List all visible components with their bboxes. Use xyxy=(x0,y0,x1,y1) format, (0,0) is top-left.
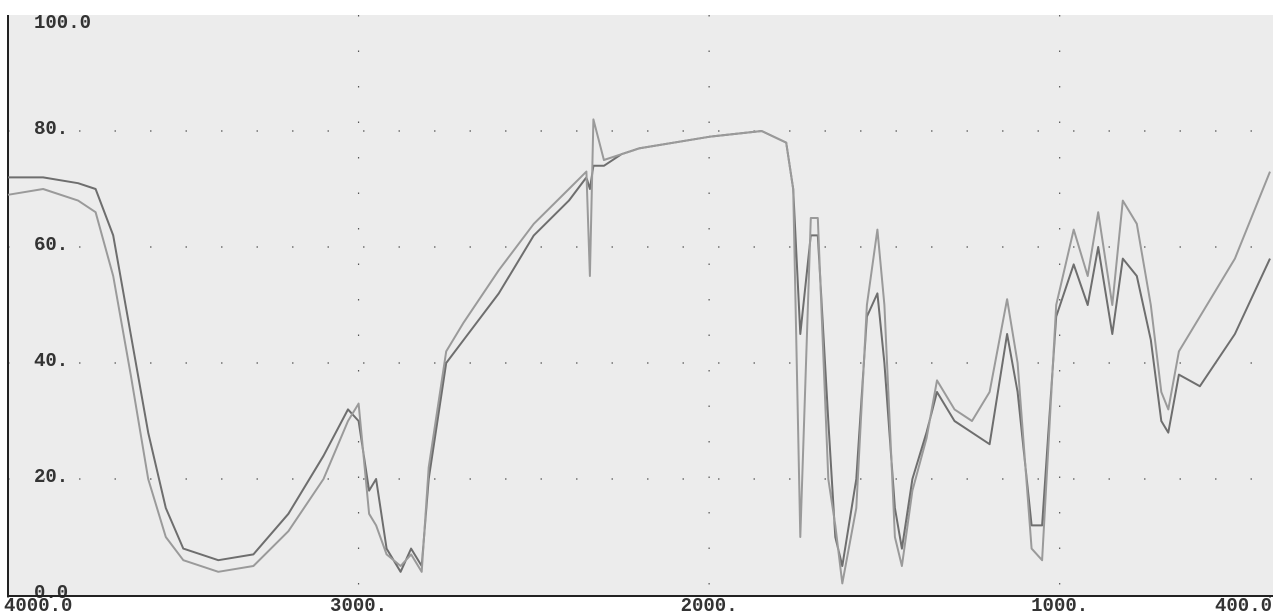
x-tick-label: 3000. xyxy=(330,595,387,614)
plot-area xyxy=(8,15,1273,597)
y-tick-label: 80. xyxy=(34,118,68,140)
y-tick-label: 100.0 xyxy=(34,12,91,34)
y-tick-label: 40. xyxy=(34,350,68,372)
y-tick-label: 20. xyxy=(34,466,68,488)
y-tick-label: 60. xyxy=(34,234,68,256)
x-tick-label: 1000. xyxy=(1031,595,1088,614)
y-tick-label: 0.0 xyxy=(34,582,68,604)
spectrum-line xyxy=(7,118,1271,585)
x-tick-label: 2000. xyxy=(681,595,738,614)
x-tick-label: 400.0 xyxy=(1215,595,1272,614)
x-tick-label: 4000.0 xyxy=(4,595,72,614)
